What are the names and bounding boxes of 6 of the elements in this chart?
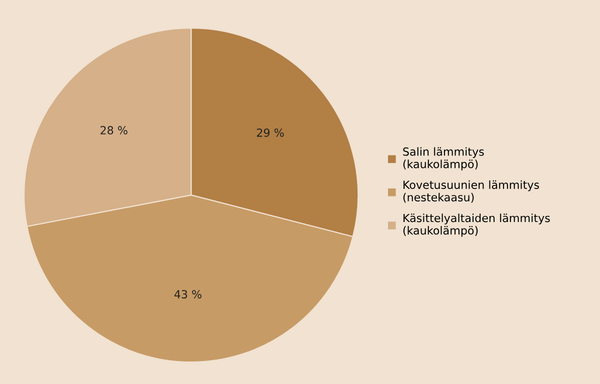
data-label: 28 % [100,126,128,134]
data-label: 43 % [174,290,202,298]
legend-label: Kovetusuunien lämmitys (nestekaasu) [403,180,540,203]
legend-label: Salin lämmitys (kaukolämpö) [403,147,484,170]
legend-label: Käsittelyaltaiden lämmitys (kaukolämpö) [403,214,550,237]
data-label: 29 % [256,128,284,137]
